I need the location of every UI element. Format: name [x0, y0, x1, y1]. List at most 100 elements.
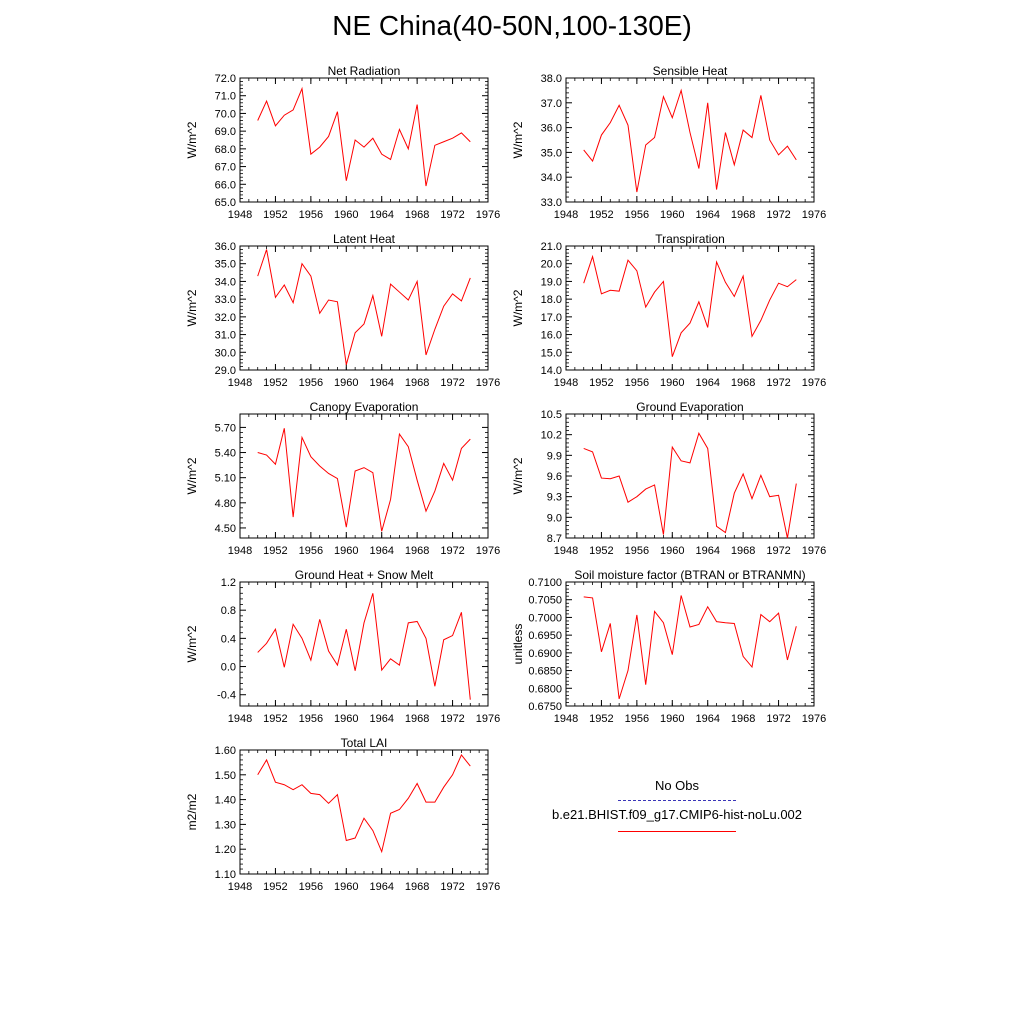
- y-tick-label: 67.0: [215, 162, 236, 174]
- y-axis-label: m2/m2: [185, 793, 199, 830]
- y-tick-label: 36.0: [215, 241, 236, 253]
- chart-panel: Total LAI 1948 1952 1956 1960 1964 1968 1972 197…: [178, 736, 518, 906]
- y-tick-label: 0.7100: [528, 577, 562, 589]
- x-tick-label: 1964: [369, 377, 393, 389]
- plot-frame: [565, 77, 815, 203]
- x-tick-label: 1952: [589, 545, 613, 557]
- x-tick-label: 1960: [660, 209, 684, 221]
- x-tick-label: 1976: [802, 377, 826, 389]
- x-tick-label: 1952: [263, 209, 287, 221]
- x-tick-label: 1952: [263, 713, 287, 725]
- y-tick-label: 5.70: [215, 422, 236, 434]
- x-tick-label: 1948: [554, 377, 578, 389]
- chart-title: Total LAI: [341, 736, 388, 750]
- x-tick-label: 1968: [731, 209, 755, 221]
- x-tick-label: 1960: [660, 377, 684, 389]
- chart-svg: Ground Evaporation 1948 1952 1956 1960 1964 19…: [511, 400, 826, 557]
- chart-panel: Ground Heat + Snow Melt 1948 1952 1956 1960 1…: [178, 568, 518, 738]
- plot-frame: [239, 245, 489, 371]
- chart-svg: Transpiration 1948 1952 1956 1960 1964 1968 197…: [511, 232, 826, 389]
- chart-svg: Ground Heat + Snow Melt 1948 1952 1956 1960 1…: [185, 568, 500, 725]
- x-tick-label: 1948: [554, 713, 578, 725]
- x-tick-label: 1968: [731, 713, 755, 725]
- legend-model-label: b.e21.BHIST.f09_g17.CMIP6-hist-noLu.002: [551, 807, 803, 822]
- y-tick-label: 36.0: [541, 123, 562, 135]
- x-tick-label: 1956: [625, 545, 649, 557]
- series-line: [257, 249, 471, 365]
- x-tick-label: 1952: [263, 377, 287, 389]
- x-tick-label: 1952: [589, 209, 613, 221]
- x-tick-label: 1976: [802, 713, 826, 725]
- x-tick-label: 1960: [660, 545, 684, 557]
- x-tick-label: 1976: [476, 377, 500, 389]
- y-tick-label: 9.9: [547, 450, 562, 462]
- x-tick-label: 1968: [405, 545, 429, 557]
- y-tick-label: 0.7000: [528, 612, 562, 624]
- x-tick-label: 1964: [369, 713, 393, 725]
- y-tick-label: 71.0: [215, 91, 236, 103]
- y-tick-label: 21.0: [541, 241, 562, 253]
- y-tick-label: 0.6900: [528, 648, 562, 660]
- x-tick-label: 1948: [554, 209, 578, 221]
- x-tick-label: 1948: [228, 377, 252, 389]
- y-tick-label: 9.3: [547, 492, 562, 504]
- y-tick-label: 1.60: [215, 745, 236, 757]
- y-tick-label: 1.2: [221, 577, 236, 589]
- x-tick-label: 1956: [625, 209, 649, 221]
- y-tick-label: 1.20: [215, 844, 236, 856]
- y-tick-label: 37.0: [541, 98, 562, 110]
- series-line: [583, 254, 797, 357]
- x-tick-label: 1968: [405, 881, 429, 893]
- y-tick-label: 31.0: [215, 330, 236, 342]
- chart-panel: Soil moisture factor (BTRAN or BTRANMN) 1…: [504, 568, 844, 738]
- y-axis-label: W/m^2: [185, 625, 199, 662]
- x-tick-label: 1976: [476, 545, 500, 557]
- chart-svg: Latent Heat 1948 1952 1956 1960 1964 1968 1972 1…: [185, 232, 500, 389]
- x-tick-label: 1972: [766, 545, 790, 557]
- legend: No Obs b.e21.BHIST.f09_g17.CMIP6-hist-no…: [520, 778, 834, 838]
- x-tick-label: 1960: [334, 209, 358, 221]
- x-tick-label: 1948: [228, 209, 252, 221]
- legend-obs-line: [618, 800, 736, 801]
- plot-frame: [565, 581, 815, 707]
- y-tick-label: 14.0: [541, 365, 562, 377]
- x-tick-label: 1956: [299, 545, 323, 557]
- x-tick-label: 1956: [299, 209, 323, 221]
- y-tick-label: 38.0: [541, 73, 562, 85]
- series-line: [257, 428, 471, 532]
- y-tick-label: 65.0: [215, 197, 236, 209]
- chart-svg: Net Radiation 1948 1952 1956 1960 1964 1968 197…: [185, 64, 500, 221]
- y-tick-label: 10.5: [541, 409, 562, 421]
- series-line: [257, 86, 471, 187]
- y-tick-label: 35.0: [215, 259, 236, 271]
- x-tick-label: 1964: [369, 545, 393, 557]
- y-tick-label: 5.40: [215, 448, 236, 460]
- y-tick-label: 0.6950: [528, 630, 562, 642]
- chart-panel: Sensible Heat 1948 1952 1956 1960 1964 1968 197…: [504, 64, 844, 234]
- y-tick-label: 9.0: [547, 512, 562, 524]
- chart-panel: Transpiration 1948 1952 1956 1960 1964 1968 197…: [504, 232, 844, 402]
- y-tick-label: 8.7: [547, 533, 562, 545]
- x-tick-label: 1964: [369, 881, 393, 893]
- y-tick-label: 1.10: [215, 869, 236, 881]
- y-tick-label: 34.0: [541, 172, 562, 184]
- x-tick-label: 1968: [405, 713, 429, 725]
- x-tick-label: 1972: [440, 713, 464, 725]
- plot-frame: [565, 413, 815, 539]
- plot-frame: [239, 581, 489, 707]
- x-tick-label: 1960: [334, 377, 358, 389]
- y-tick-label: 16.0: [541, 330, 562, 342]
- page-title: NE China(40-50N,100-130E): [332, 10, 692, 41]
- chart-svg: Soil moisture factor (BTRAN or BTRANMN) 1…: [511, 568, 826, 725]
- y-tick-label: 34.0: [215, 276, 236, 288]
- y-tick-label: 70.0: [215, 108, 236, 120]
- chart-panel: Ground Evaporation 1948 1952 1956 1960 1964 19…: [504, 400, 844, 570]
- y-tick-label: 0.6800: [528, 683, 562, 695]
- y-tick-label: 30.0: [215, 347, 236, 359]
- series-line: [583, 595, 797, 700]
- x-tick-label: 1976: [476, 881, 500, 893]
- y-tick-label: 10.2: [541, 430, 562, 442]
- x-tick-label: 1960: [334, 881, 358, 893]
- x-tick-label: 1964: [695, 377, 719, 389]
- x-tick-label: 1948: [554, 545, 578, 557]
